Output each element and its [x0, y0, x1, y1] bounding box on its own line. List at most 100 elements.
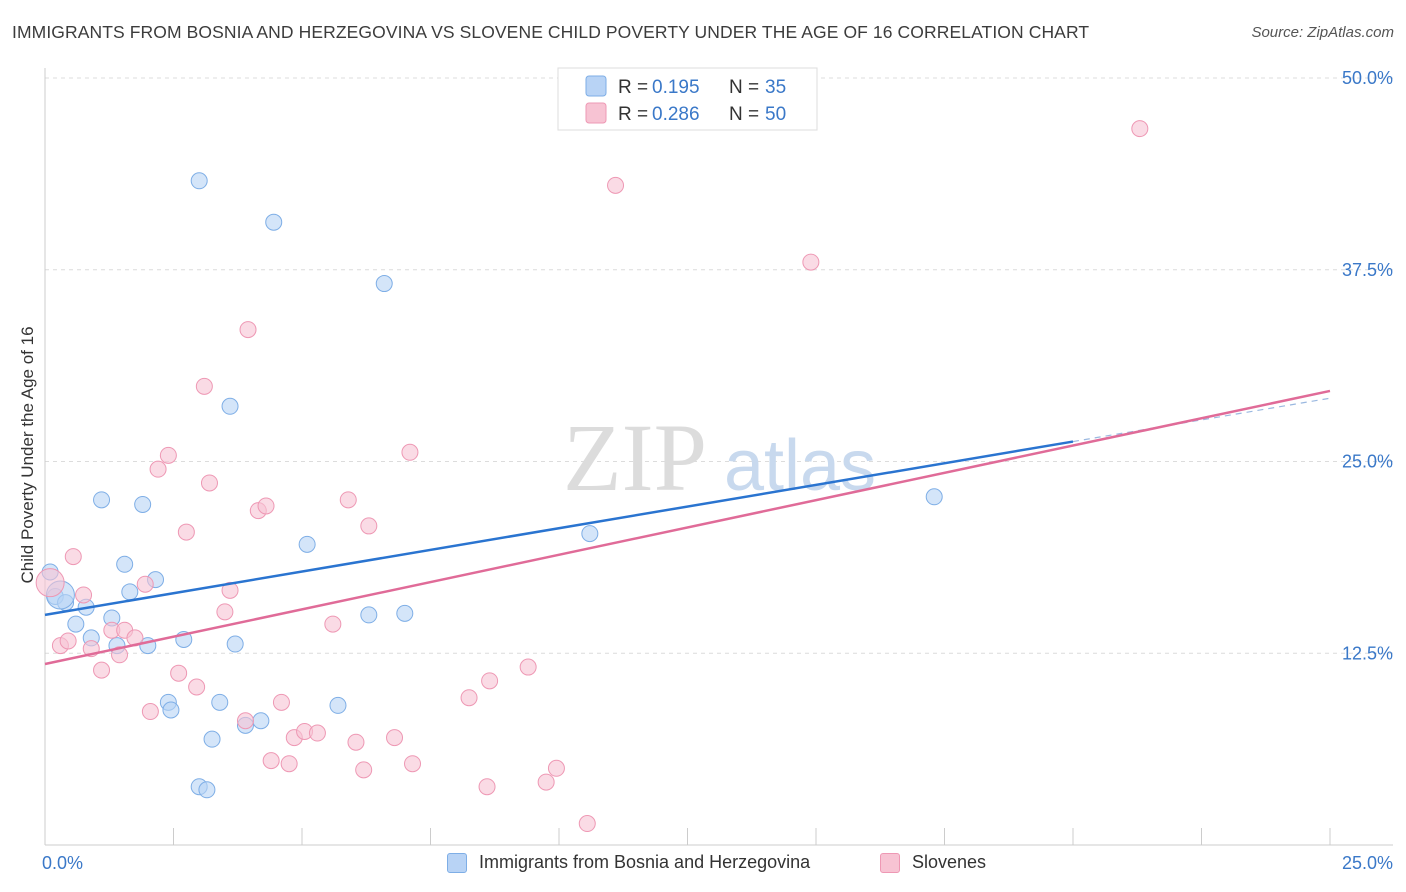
point-slovenes-17 [188, 678, 206, 696]
point-bosnia-30 [375, 275, 393, 293]
point-slovenes-31 [308, 724, 326, 742]
watermark-zip: ZIP [563, 404, 707, 511]
legend-swatch-bosnia [585, 75, 607, 97]
y-tick-label-1: 25.0% [1342, 452, 1393, 472]
legend-swatch-bosnia-bottom [447, 852, 467, 873]
trend-extension-bosnia [1072, 397, 1331, 443]
legend-r-label-slovenes: R = [618, 104, 648, 125]
point-bosnia-32 [581, 525, 599, 543]
point-slovenes-34 [347, 733, 365, 751]
bottom-legend: Immigrants from Bosnia and Herzegovina S… [0, 852, 1406, 878]
point-slovenes-48 [802, 253, 820, 271]
legend-swatch-slovenes-bottom [880, 852, 900, 873]
point-bosnia-10 [121, 583, 139, 601]
x-tick-label-0: 0.0% [42, 853, 83, 873]
top-legend: R = 0.195 N = 35 R = 0.286 N = 50 [557, 67, 818, 131]
point-slovenes-39 [401, 443, 419, 461]
legend-n-label-bosnia: N = [729, 77, 759, 98]
point-bosnia-18 [190, 172, 208, 190]
point-bosnia-19 [198, 781, 216, 799]
data-points [35, 120, 1149, 833]
point-slovenes-42 [481, 672, 499, 690]
point-bosnia-20 [203, 730, 221, 748]
point-slovenes-23 [239, 321, 257, 339]
y-tick-label-2: 37.5% [1342, 260, 1393, 280]
point-bosnia-15 [162, 701, 180, 719]
watermark-atlas: atlas [724, 426, 876, 506]
point-slovenes-45 [547, 759, 565, 777]
point-slovenes-35 [355, 761, 373, 779]
point-bosnia-26 [265, 213, 283, 231]
point-slovenes-47 [607, 176, 625, 194]
point-slovenes-12 [141, 703, 159, 721]
point-slovenes-32 [324, 615, 342, 633]
tick-labels: 12.5% 25.0% 37.5% 50.0% 0.0% 25.0% [42, 68, 1393, 873]
point-slovenes-4 [75, 586, 93, 604]
point-bosnia-31 [396, 604, 414, 622]
legend-label-bosnia: Immigrants from Bosnia and Herzegovina [479, 852, 811, 872]
x-tick-label-1: 25.0% [1342, 853, 1393, 873]
axes [44, 68, 1393, 846]
point-slovenes-38 [404, 755, 422, 773]
trend-lines [44, 389, 1331, 666]
legend-n-value-slovenes: 50 [765, 104, 786, 125]
point-slovenes-20 [216, 603, 234, 621]
point-slovenes-36 [360, 517, 378, 535]
legend-r-value-bosnia: 0.195 [652, 77, 700, 98]
trend-line-slovenes [44, 389, 1331, 666]
point-slovenes-28 [280, 755, 298, 773]
point-slovenes-37 [386, 729, 404, 747]
point-bosnia-28 [329, 696, 347, 714]
point-slovenes-19 [200, 474, 218, 492]
point-slovenes-26 [262, 752, 280, 770]
point-slovenes-8 [111, 646, 129, 664]
legend-n-value-bosnia: 35 [765, 77, 786, 98]
point-slovenes-22 [236, 712, 254, 730]
point-slovenes-0 [35, 568, 65, 598]
point-slovenes-27 [272, 693, 290, 711]
point-slovenes-3 [64, 548, 82, 566]
point-slovenes-33 [339, 491, 357, 509]
point-slovenes-46 [578, 815, 596, 833]
point-slovenes-44 [537, 773, 555, 791]
point-slovenes-14 [159, 446, 177, 464]
point-slovenes-18 [195, 377, 213, 395]
legend-label-slovenes: Slovenes [912, 852, 987, 872]
legend-r-label-bosnia: R = [618, 77, 648, 98]
point-bosnia-3 [67, 615, 85, 633]
source-label: Source: ZipAtlas.com [1251, 24, 1394, 41]
legend-swatch-slovenes [585, 102, 607, 124]
point-slovenes-2 [59, 632, 77, 650]
point-bosnia-27 [298, 535, 316, 553]
grid-lines [45, 77, 1393, 654]
point-bosnia-9 [116, 555, 134, 573]
point-slovenes-41 [478, 778, 496, 796]
legend-item-slovenes: Slovenes [880, 852, 986, 873]
point-slovenes-21 [221, 581, 239, 599]
point-slovenes-15 [170, 664, 188, 682]
point-bosnia-33 [925, 488, 943, 506]
point-bosnia-29 [360, 606, 378, 624]
legend-r-value-slovenes: 0.286 [652, 104, 700, 125]
y-tick-label-0: 12.5% [1342, 643, 1393, 663]
point-bosnia-23 [226, 635, 244, 653]
y-axis-label: Child Poverty Under the Age of 16 [18, 326, 37, 583]
chart-title: IMMIGRANTS FROM BOSNIA AND HERZEGOVINA V… [12, 22, 1090, 42]
point-slovenes-25 [257, 497, 275, 515]
y-tick-label-3: 50.0% [1342, 68, 1393, 88]
point-bosnia-11 [134, 495, 152, 513]
watermark: ZIP atlas [563, 404, 876, 511]
point-slovenes-49 [1131, 120, 1149, 138]
legend-n-label-slovenes: N = [729, 104, 759, 125]
point-slovenes-6 [93, 661, 111, 679]
point-slovenes-11 [136, 575, 154, 593]
point-slovenes-13 [149, 460, 167, 478]
point-bosnia-25 [252, 712, 270, 730]
point-slovenes-40 [460, 689, 478, 707]
trend-line-bosnia [44, 440, 1074, 617]
point-bosnia-22 [221, 397, 239, 415]
point-bosnia-21 [211, 693, 229, 711]
point-slovenes-16 [177, 523, 195, 541]
point-slovenes-43 [519, 658, 537, 676]
